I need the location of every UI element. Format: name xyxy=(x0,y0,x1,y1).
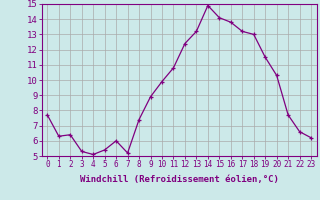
X-axis label: Windchill (Refroidissement éolien,°C): Windchill (Refroidissement éolien,°C) xyxy=(80,175,279,184)
